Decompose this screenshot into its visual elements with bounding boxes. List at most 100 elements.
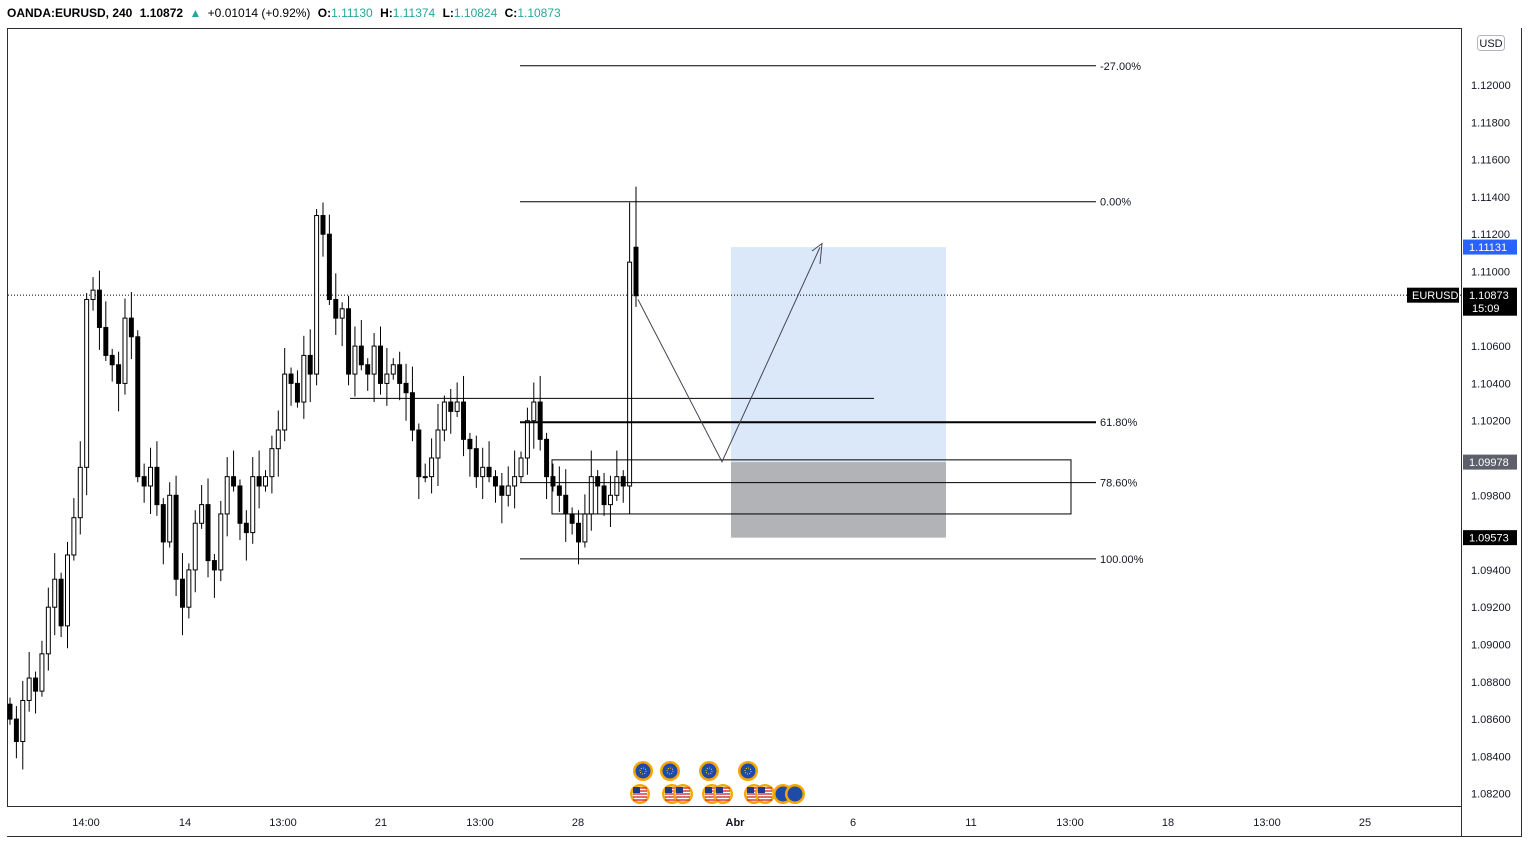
candle-body — [403, 382, 409, 394]
price-tick-label: 1.11000 — [1471, 267, 1510, 279]
candle-body — [550, 476, 556, 487]
candle-body — [109, 354, 115, 366]
time-tick-label: 13:00 — [1253, 817, 1281, 829]
fib-level-label: 0.00% — [1100, 197, 1131, 209]
time-tick-label: 13:00 — [269, 817, 297, 829]
candle-body — [58, 578, 64, 627]
projection-path[interactable] — [637, 247, 821, 463]
candle-body — [192, 522, 198, 571]
candle-body — [365, 364, 371, 375]
price-tick-label: 1.12000 — [1471, 80, 1511, 92]
price-tick-label: 1.09000 — [1471, 640, 1511, 652]
candle-body — [333, 298, 339, 319]
time-tick-label: 6 — [850, 817, 856, 829]
candle-body — [627, 261, 633, 487]
candle-body — [409, 392, 415, 431]
candle-body — [531, 401, 537, 422]
us-event-icon[interactable] — [630, 784, 650, 804]
candle-body — [128, 317, 134, 338]
eu-event-icon[interactable] — [738, 761, 758, 781]
price-tick-label: 1.09400 — [1471, 565, 1511, 577]
price-tag-1-11131[interactable]: 1.11131 — [1463, 239, 1517, 255]
svg-text:OANDA:EURUSD, 240 1.10872: OANDA:EURUSD, 240 1.10872 ▲ +0.01014 (+0… — [7, 6, 561, 20]
candle-body — [390, 364, 396, 375]
price-tag-1-09978[interactable]: 1.09978 — [1463, 454, 1517, 470]
candle-body — [52, 578, 58, 608]
time-tick-label: 13:00 — [466, 817, 494, 829]
candle-body — [435, 429, 441, 459]
candle-body — [480, 466, 486, 478]
candle-body — [633, 246, 639, 297]
price-tick-label: 1.08600 — [1471, 714, 1511, 726]
eu-event-icon[interactable] — [785, 784, 805, 804]
candle-body — [250, 476, 256, 534]
svg-text:15:09: 15:09 — [1472, 303, 1500, 315]
candle-body — [205, 504, 211, 562]
eu-event-icon[interactable] — [699, 761, 719, 781]
price-tick-label: 1.11400 — [1471, 192, 1510, 204]
time-tick-label: 18 — [1162, 817, 1174, 829]
us-event-icon[interactable] — [673, 784, 693, 804]
candle-body — [492, 476, 498, 487]
candle-body — [116, 364, 122, 384]
price-tag-1-09573[interactable]: 1.09573 — [1463, 530, 1517, 546]
candle-body — [135, 336, 141, 478]
candle-body — [275, 429, 281, 450]
stop-zone[interactable] — [731, 462, 946, 538]
high-label: H: — [380, 6, 393, 20]
candle-body — [441, 401, 447, 431]
candle-body — [326, 233, 332, 300]
candle-body — [294, 382, 300, 403]
currency-badge[interactable] — [1477, 35, 1505, 51]
candle-body — [416, 429, 422, 478]
candle-body — [282, 373, 288, 431]
candle-body — [90, 289, 96, 300]
target-zone[interactable] — [731, 247, 946, 463]
candle-body — [103, 326, 109, 356]
eu-event-icon[interactable] — [660, 761, 680, 781]
demand-box[interactable] — [551, 459, 1072, 515]
candle-body — [148, 466, 154, 487]
candle-body — [358, 345, 364, 366]
candle-body — [397, 364, 403, 384]
candle-body — [39, 653, 45, 692]
candle-body — [269, 448, 275, 478]
candle-body — [141, 476, 147, 487]
last-price: 1.10872 — [140, 6, 184, 20]
price-tick-label: 1.11200 — [1471, 229, 1510, 241]
candle-body — [237, 485, 243, 524]
candle-body — [320, 215, 326, 235]
candle-body — [179, 578, 185, 608]
candle-body — [122, 317, 128, 384]
change-arrow-icon: ▲ — [189, 6, 201, 20]
candle-body — [7, 703, 13, 720]
candle-body — [211, 560, 217, 571]
candle-body — [467, 438, 473, 450]
currency-badge-label: USD — [1479, 38, 1502, 50]
candle-body — [13, 718, 19, 742]
price-tick-label: 1.10600 — [1471, 341, 1511, 353]
candle-body — [371, 345, 377, 375]
time-tick-label: 13:00 — [1056, 817, 1084, 829]
candle-body — [339, 308, 345, 319]
us-event-icon[interactable] — [755, 784, 775, 804]
price-tick-label: 1.08200 — [1471, 789, 1511, 801]
change-value: +0.01014 (+0.92%) — [208, 6, 311, 20]
price-tick-label: 1.11800 — [1471, 117, 1510, 129]
candle-body — [384, 373, 390, 384]
candle-body — [314, 215, 320, 375]
eu-event-icon[interactable] — [633, 761, 653, 781]
candle-body — [160, 504, 166, 543]
low-value: 1.10824 — [454, 6, 498, 20]
us-event-icon[interactable] — [713, 784, 733, 804]
time-tick-label: 21 — [375, 817, 387, 829]
fib-level-label: 61.80% — [1100, 417, 1138, 429]
candle-body — [167, 494, 173, 543]
candle-body — [231, 476, 237, 487]
candle-body — [26, 677, 32, 701]
candle-body — [620, 476, 626, 487]
time-tick-label: 14 — [179, 817, 191, 829]
candle-body — [429, 457, 435, 478]
